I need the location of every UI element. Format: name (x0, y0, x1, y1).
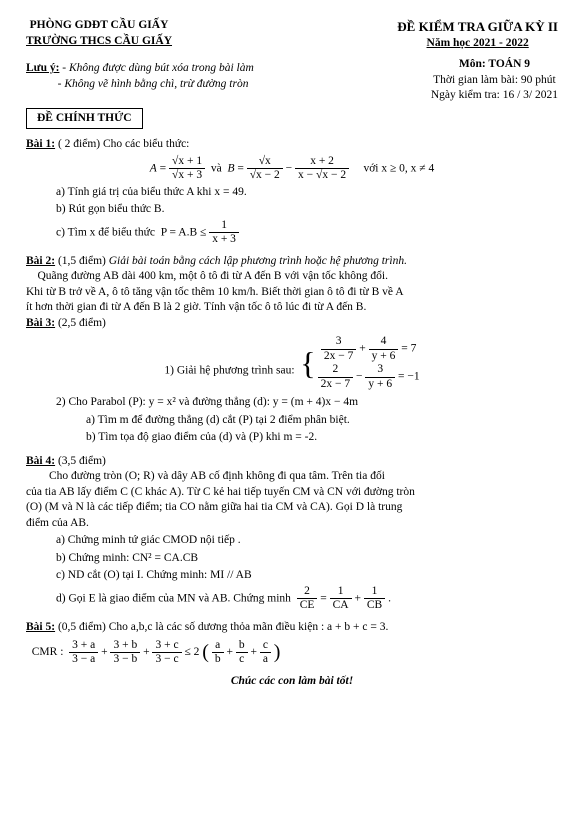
sub-header: Lưu ý: - Không được dùng bút xóa trong b… (26, 55, 558, 104)
subject: Môn: TOÁN 9 (431, 57, 558, 73)
date: Ngày kiểm tra: 16 / 3/ 2021 (431, 88, 558, 104)
bai5-cmr: CMR : 3 + a3 − a + 3 + b3 − b + 3 + c3 −… (26, 639, 558, 666)
bai3: Bài 3: (2,5 điểm) 1) Giải hệ phương trìn… (26, 316, 558, 446)
bai2-l1: Quãng đường AB dài 400 km, một ô tô đi t… (26, 269, 558, 285)
bai4-l1: Cho đường tròn (O; R) và dây AB cố định … (26, 469, 558, 485)
note2: - Không vẽ hình bằng chì, trừ đường tròn (58, 78, 249, 90)
header-right: ĐỀ KIỂM TRA GIỮA KỲ II Năm học 2021 - 20… (397, 18, 558, 51)
bai4-a: a) Chứng minh tứ giác CMOD nội tiếp . (26, 533, 558, 549)
org-line2: TRƯỜNG THCS CẦU GIẤY (26, 34, 172, 50)
bai2-pts: (1,5 điểm) (58, 255, 106, 267)
exam-page: PHÒNG GDĐT CẦU GIẤY TRƯỜNG THCS CẦU GIẤY… (0, 0, 584, 835)
bai2: Bài 2: (1,5 điểm) Giải bài toán bằng các… (26, 254, 558, 316)
bai3-pts: (2,5 điểm) (58, 317, 106, 329)
bai4-l4: điểm của AB. (26, 516, 558, 532)
bai4-pts: (3,5 điểm) (58, 455, 106, 467)
bai2-l2: Khi từ B trở về A, ô tô tăng vận tốc thê… (26, 285, 558, 301)
header-left: PHÒNG GDĐT CẦU GIẤY TRƯỜNG THCS CẦU GIẤY (26, 18, 172, 51)
bai3-p2a: a) Tìm m để đường thẳng (d) cắt (P) tại … (26, 413, 558, 429)
official-box-wrap: ĐỀ CHÍNH THỨC (26, 104, 558, 130)
bai2-l3: ít hơn thời gian đi từ A đến B là 2 giờ.… (26, 300, 558, 316)
bai1-title: Bài 1: (26, 138, 55, 150)
note1: - Không được dùng bút xóa trong bài làm (62, 62, 254, 74)
right-info: Môn: TOÁN 9 Thời gian làm bài: 90 phút N… (431, 57, 558, 104)
exam-title: ĐỀ KIỂM TRA GIỮA KỲ II (397, 18, 558, 36)
bai3-title: Bài 3: (26, 317, 55, 329)
school-year: Năm học 2021 - 2022 (397, 36, 558, 52)
bai4-d: d) Gọi E là giao điểm của MN và AB. Chứn… (26, 586, 558, 612)
bai4-c: c) ND cắt (O) tại I. Chứng minh: MI // A… (26, 568, 558, 584)
header: PHÒNG GDĐT CẦU GIẤY TRƯỜNG THCS CẦU GIẤY… (26, 18, 558, 51)
official-box: ĐỀ CHÍNH THỨC (26, 108, 143, 130)
bai4-l3: (O) (M và N là các tiếp điểm; tia CO nằm… (26, 500, 558, 516)
bai2-hint: Giải bài toán bằng cách lập phương trình… (109, 255, 407, 267)
org-line1: PHÒNG GDĐT CẦU GIẤY (26, 18, 172, 34)
bai4: Bài 4: (3,5 điểm) Cho đường tròn (O; R) … (26, 454, 558, 612)
bai3-p2: 2) Cho Parabol (P): y = x² và đường thẳn… (26, 395, 558, 411)
bai3-p1: 1) Giải hệ phương trình sau: { 32x − 7 +… (26, 334, 558, 392)
bai1: Bài 1: ( 2 điểm) Cho các biểu thức: A = … (26, 137, 558, 246)
bai1-pts: ( 2 điểm) Cho các biểu thức: (58, 138, 189, 150)
notes: Lưu ý: - Không được dùng bút xóa trong b… (26, 61, 254, 104)
bai4-title: Bài 4: (26, 455, 55, 467)
bai5: Bài 5: (0,5 điểm) Cho a,b,c là các số dư… (26, 620, 558, 667)
bai4-b: b) Chứng minh: CN² = CA.CB (26, 551, 558, 567)
bai5-pts: (0,5 điểm) Cho a,b,c là các số dương thỏ… (58, 621, 388, 633)
bai3-p2b: b) Tìm tọa độ giao điểm của (d) và (P) k… (26, 430, 558, 446)
bai1-c: c) Tìm x để biểu thức P = A.B ≤ 1x + 3 (26, 220, 558, 246)
notes-label: Lưu ý: (26, 62, 59, 74)
time: Thời gian làm bài: 90 phút (431, 73, 558, 89)
bai5-title: Bài 5: (26, 621, 55, 633)
bai1-b: b) Rút gọn biểu thức B. (26, 202, 558, 218)
bai1-a: a) Tính giá trị của biểu thức A khi x = … (26, 185, 558, 201)
bai4-l2: của tia AB lấy điểm C (C khác A). Từ C k… (26, 485, 558, 501)
bai1-formula: A = √x + 1√x + 3 và B = √x√x − 2 − x + 2… (26, 156, 558, 182)
footer: Chúc các con làm bài tốt! (26, 674, 558, 690)
bai2-title: Bài 2: (26, 255, 55, 267)
